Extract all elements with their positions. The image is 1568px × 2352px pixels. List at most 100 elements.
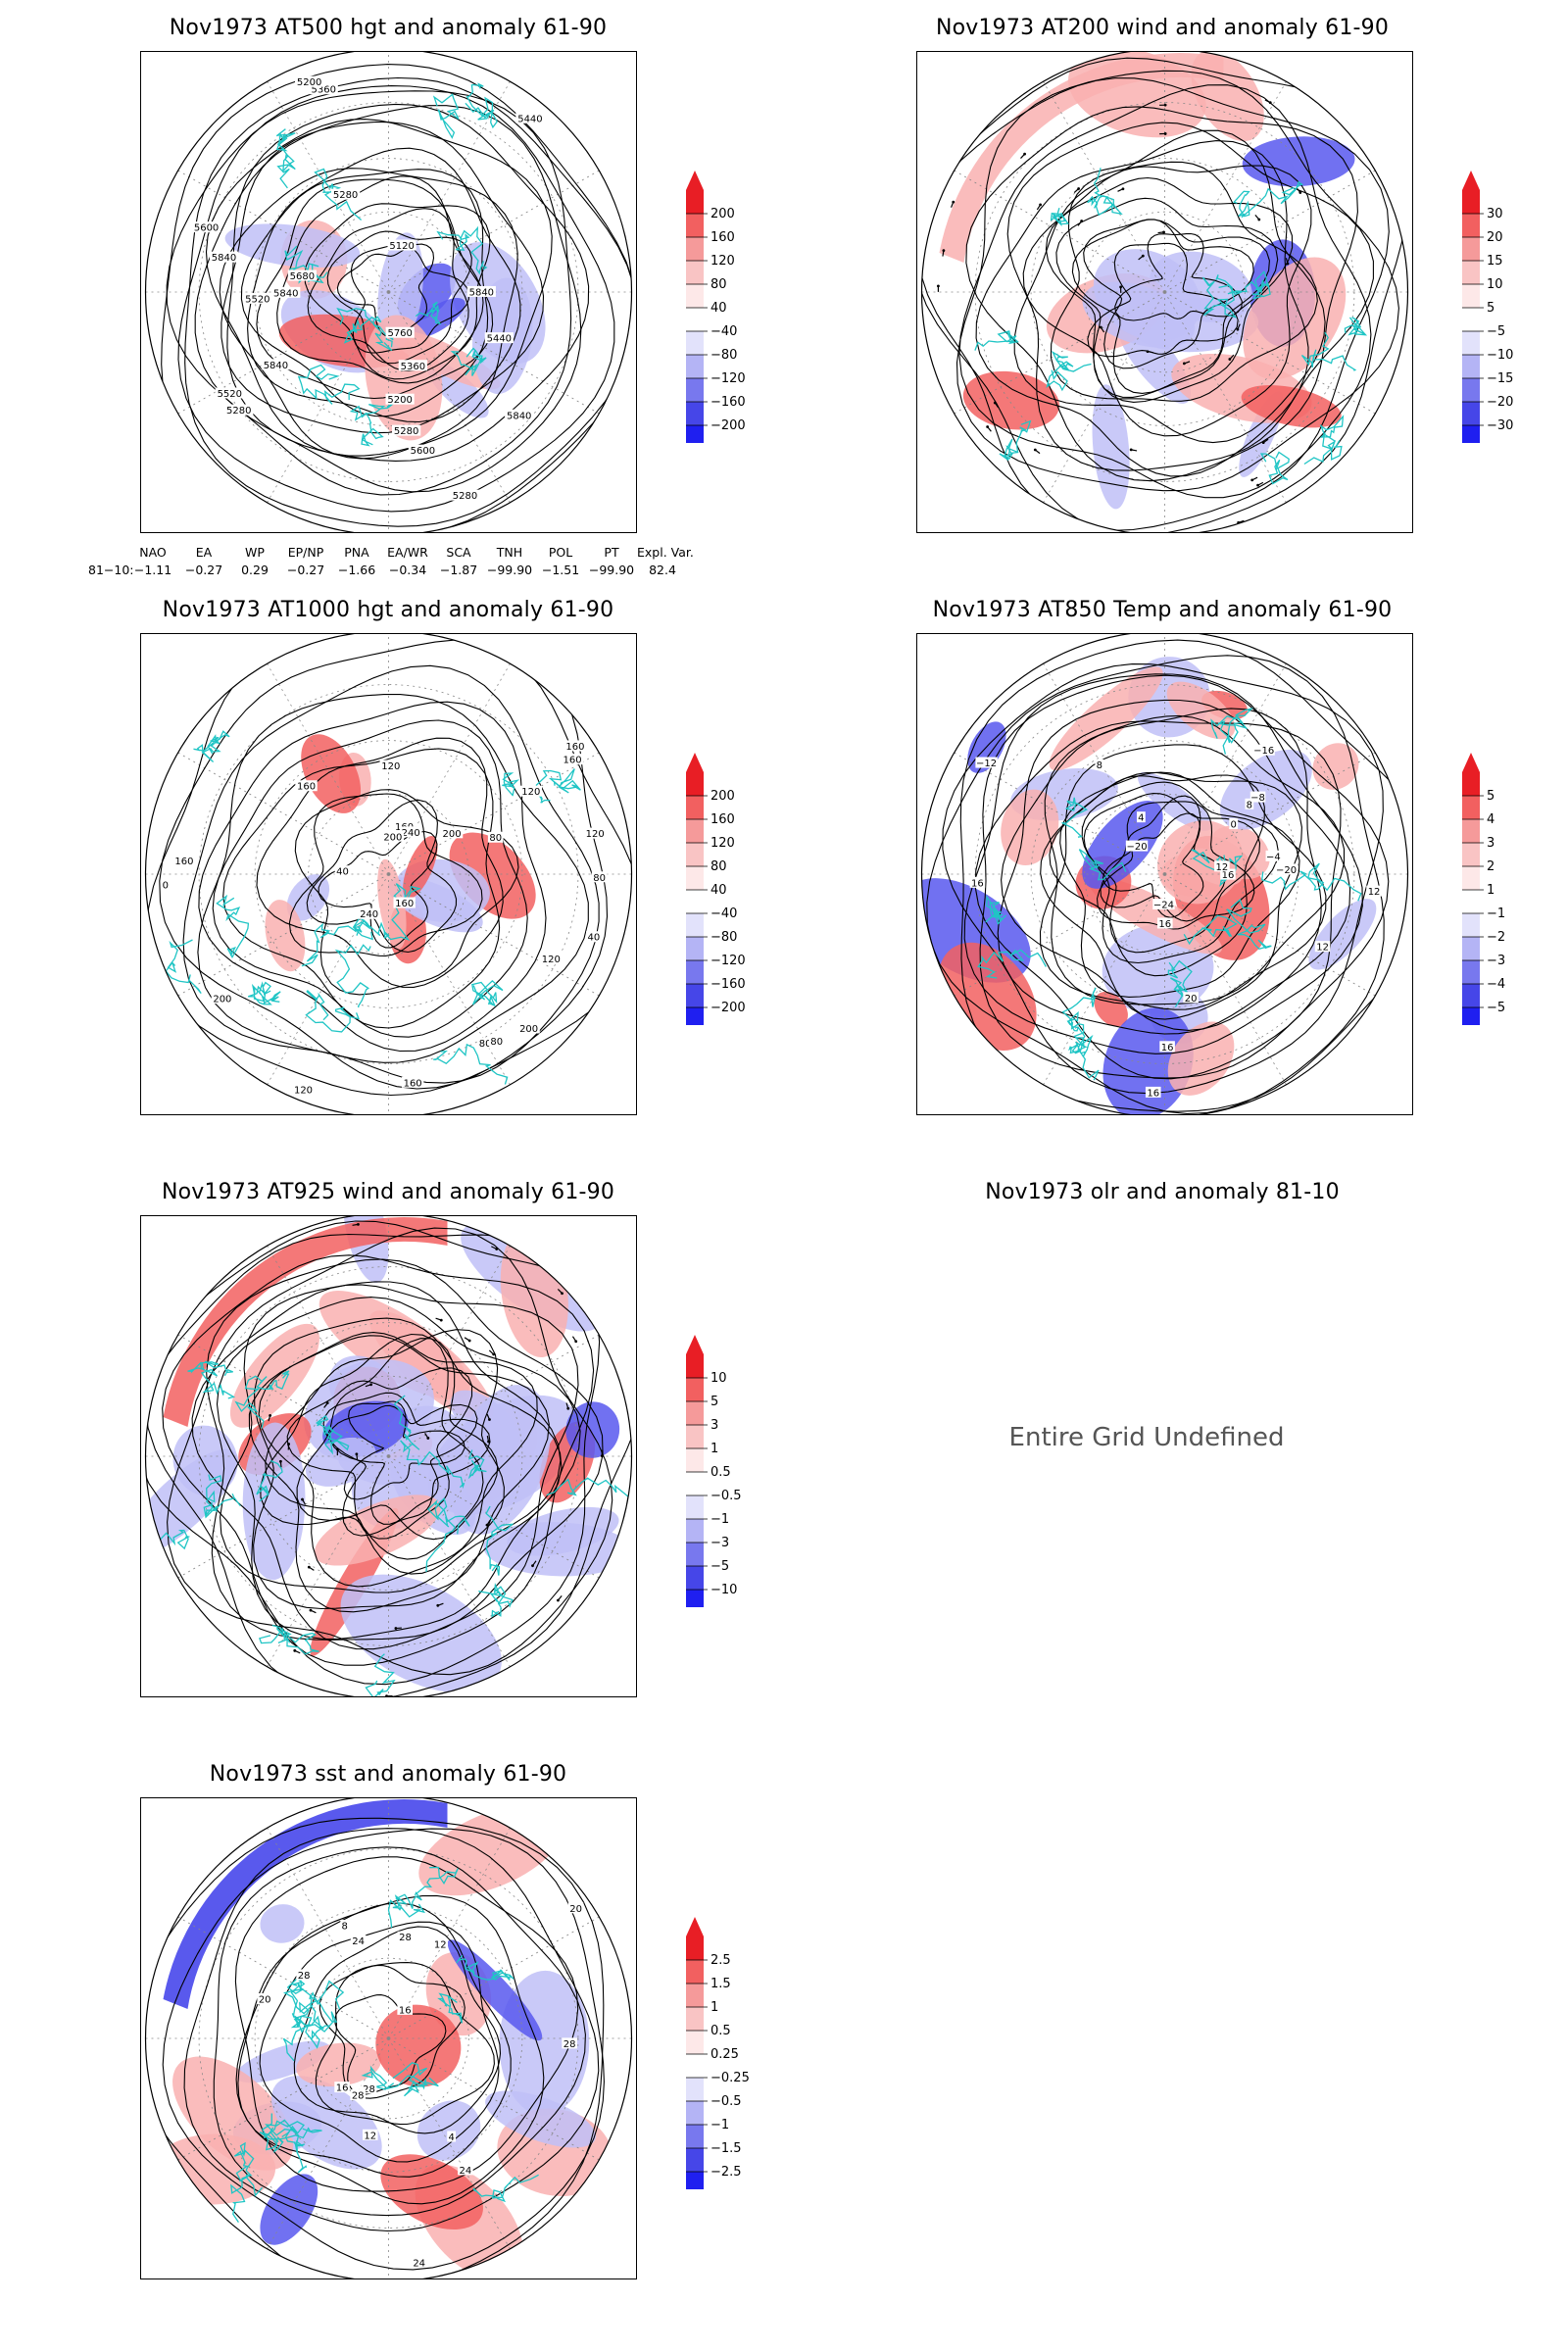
colorbar-segment (686, 1472, 704, 1495)
colorbar-label: −0.25 (710, 2071, 750, 2085)
teleconnection-value: −1.66 (337, 563, 376, 577)
contour-label: 120 (586, 829, 605, 840)
contour-label: −4 (1266, 852, 1281, 862)
contour-label: 120 (521, 787, 540, 798)
contour-label: 5440 (487, 334, 512, 345)
teleconnection-header: WP (245, 545, 265, 560)
contour-label: 5840 (469, 287, 494, 298)
colorbar-label: −0.5 (710, 2094, 742, 2109)
colorbar-segment (686, 2125, 704, 2148)
contour-label: 5840 (273, 288, 298, 299)
colorbar-segment (686, 2007, 704, 2031)
colorbar-label: −5 (710, 1559, 729, 1574)
contour-label: 5840 (507, 411, 531, 421)
map-200wind-svg (920, 52, 1409, 532)
map-925wind (140, 1215, 637, 1697)
teleconnection-header: TNH (496, 545, 523, 560)
colorbar-segment (686, 2101, 704, 2125)
contour-label: 5120 (389, 241, 414, 252)
contour-label: 20 (1185, 994, 1198, 1004)
teleconnection-header: Expl. Var. (637, 545, 694, 560)
contour-label: 120 (542, 955, 561, 965)
colorbar-label: 10 (1487, 277, 1503, 292)
colorbar-500hgt: 200 160 120 80 40 −40 −80 −120 −160 −200 (686, 171, 746, 443)
colorbar-segment (686, 1543, 704, 1566)
contour-label: 160 (174, 857, 193, 867)
colorbar-sst: 2.5 1.5 1 0.5 0.25 −0.25 −0.5 −1 −1.5 −2.5 (686, 1917, 750, 2189)
contour-label: 12 (1316, 943, 1329, 954)
contour-label: 200 (519, 1024, 538, 1035)
colorbar-segment (686, 937, 704, 960)
colorbar-label: −120 (710, 371, 746, 386)
contour-label: 5280 (226, 406, 251, 416)
contour-label: 80 (490, 1037, 503, 1048)
colorbar-segment (686, 866, 704, 890)
colorbar-segment (686, 308, 704, 331)
colorbar-label: 120 (710, 254, 735, 269)
teleconnection-spacer (88, 545, 127, 563)
colorbar-label: −1 (710, 1512, 729, 1527)
colorbar-segment (686, 2078, 704, 2101)
colorbar-segment (686, 237, 704, 261)
colorbar-segment (1462, 214, 1480, 237)
colorbar-max-arrow (1462, 753, 1480, 772)
colorbar-segment (1462, 308, 1480, 331)
colorbar-label: 20 (1487, 230, 1503, 245)
colorbar-label: −30 (1487, 418, 1513, 433)
contour-label: 12 (1368, 887, 1381, 898)
colorbar-max-arrow (686, 1917, 704, 1936)
colorbar-label: −5 (1487, 1001, 1505, 1015)
contour-label: 160 (564, 756, 582, 766)
contour-label: −12 (976, 759, 997, 769)
colorbar-label: 2 (1487, 859, 1494, 874)
contour-label: −24 (1153, 900, 1174, 910)
contour-label: 5840 (212, 253, 236, 264)
teleconnection-header: SCA (446, 545, 471, 560)
colorbar-label: 40 (710, 301, 727, 316)
contour-label: 160 (297, 782, 316, 793)
colorbar-segment (686, 984, 704, 1007)
colorbar-max-arrow (686, 1335, 704, 1354)
colorbar-label: 3 (710, 1418, 718, 1433)
colorbar-segment (1462, 984, 1480, 1007)
colorbar-segment (1462, 819, 1480, 843)
contour-label: 16 (1222, 870, 1235, 881)
colorbar-label: 1 (1487, 883, 1494, 898)
teleconnection-header-row: NAO EA WP EP/NP PNA EA/WR SCA TNH POL PT Expl. Var… (88, 545, 694, 563)
colorbar-label: −15 (1487, 371, 1513, 386)
contour-label: 24 (352, 1936, 365, 1947)
colorbar-segment (1462, 331, 1480, 355)
colorbar-label: −40 (710, 324, 737, 339)
colorbar-label: −0.5 (710, 1489, 742, 1503)
panel-title-1000hgt: Nov1973 AT1000 hgt and anomaly 61-90 (162, 598, 614, 622)
contour-label: 160 (395, 899, 414, 909)
colorbar-label: −80 (710, 348, 737, 363)
teleconnection-value: −99.90 (588, 563, 635, 577)
contour-label: 5200 (297, 77, 321, 88)
contour-label: 240 (402, 828, 420, 839)
teleconnection-header: POL (548, 545, 573, 560)
colorbar-segment (1462, 237, 1480, 261)
colorbar-segment (686, 1401, 704, 1425)
colorbar-label: 5 (710, 1395, 718, 1409)
colorbar-segment (686, 1007, 704, 1025)
teleconnection-value: 0.29 (241, 563, 269, 577)
colorbar-label: −2 (1487, 930, 1505, 945)
contour-label: 12 (364, 2131, 376, 2141)
colorbar-segment (686, 1590, 704, 1607)
colorbar-label: −160 (710, 395, 746, 410)
teleconnection-header: NAO (139, 545, 167, 560)
colorbar-label: 0.5 (710, 1465, 731, 1480)
contour-label: 28 (352, 2091, 365, 2102)
map-850temp: 16 12 12 8 4 0 −4 −8 −12 −16 −20 −24 −20 16 16 8 12 16 20 1… (916, 633, 1413, 1115)
colorbar-max-arrow (1462, 171, 1480, 190)
colorbar-segment (686, 2172, 704, 2189)
contour-label: 24 (413, 2258, 425, 2269)
contour-label: 5280 (453, 491, 477, 502)
contour-label: −8 (1250, 793, 1265, 804)
colorbar-segment (686, 2031, 704, 2054)
colorbar-segment (686, 214, 704, 237)
contour-label: 5440 (517, 114, 542, 124)
teleconnection-row-label: 81−10: (88, 563, 134, 577)
map-sst: 28 24 28 24 20 16 12 8 4 28 28 24 20 16 12 28 (140, 1797, 637, 2279)
